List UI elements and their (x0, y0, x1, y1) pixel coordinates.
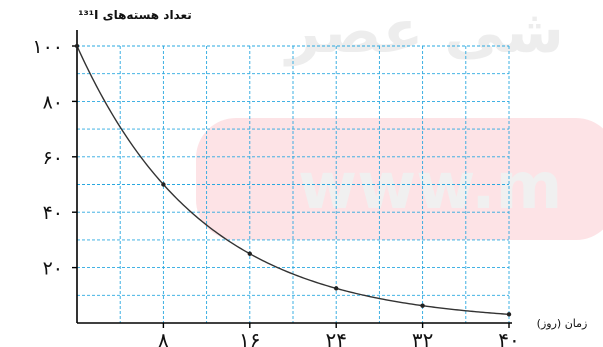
data-point (247, 251, 252, 256)
y-tick-label: ۸۰ (43, 91, 63, 113)
y-axis-label: تعداد هسته‌های ¹³¹I (78, 8, 192, 22)
axes (76, 30, 512, 324)
x-tick-label: ۸ (158, 328, 169, 347)
x-tick-label: ۴۰ (498, 328, 519, 347)
data-points (74, 43, 512, 317)
data-point (420, 303, 425, 308)
y-tick-label: ۱۰۰ (32, 36, 63, 58)
data-point (74, 43, 80, 49)
x-tick-label: ۳۲ (412, 328, 433, 347)
y-tick-label: ۶۰ (43, 147, 63, 169)
grid (77, 45, 510, 323)
watermark-band (196, 118, 603, 240)
data-point (161, 182, 166, 187)
x-axis-label: زمان (روز) (537, 317, 588, 330)
y-tick-label: ۴۰ (43, 202, 63, 224)
data-point (506, 312, 512, 317)
watermark: www.m شی عصر (196, 0, 603, 240)
x-tick-label: ۲۴ (325, 328, 346, 347)
watermark-brand-text: شی عصر (283, 0, 564, 67)
decay-curve (76, 45, 510, 316)
x-tick-label: ۱۶ (239, 328, 260, 347)
data-point (334, 286, 339, 291)
watermark-url-text: www.m (298, 150, 562, 224)
tick-labels: ۸ ۱۶ ۲۴ ۳۲ ۴۰ ۲۰ ۴۰ ۶۰ ۸۰ ۱۰۰ (32, 36, 519, 347)
y-tick-label: ۲۰ (43, 258, 63, 280)
